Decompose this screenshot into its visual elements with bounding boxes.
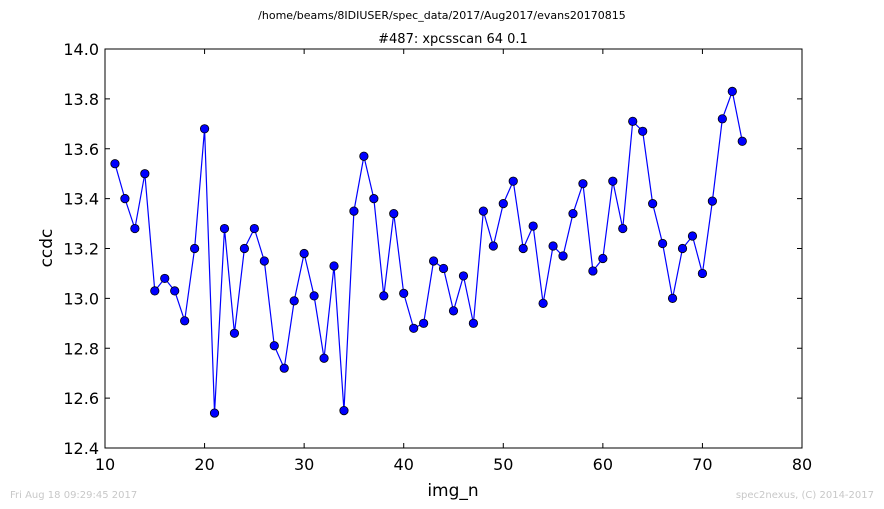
data-point (518, 243, 528, 254)
x-tick-label: 70 (692, 455, 712, 474)
data-point (628, 116, 638, 126)
x-axis-label: img_n (427, 481, 478, 501)
data-point (468, 318, 479, 328)
data-point (319, 353, 329, 363)
y-tick-label: 12.4 (63, 439, 99, 458)
x-tick-label: 60 (593, 455, 613, 474)
data-point (558, 251, 568, 261)
footer-credit: spec2nexus, (C) 2014-2017 (735, 490, 874, 501)
data-point (508, 176, 518, 186)
data-point (419, 318, 429, 328)
data-point (737, 136, 747, 146)
data-point (170, 286, 180, 296)
data-point (309, 291, 319, 301)
data-point (269, 341, 279, 351)
y-axis-label: ccdc (37, 229, 57, 268)
y-tick-label: 13.6 (63, 140, 99, 159)
data-point (488, 241, 498, 251)
data-point (677, 243, 688, 254)
y-tick-label: 13.2 (63, 240, 99, 259)
data-point (667, 293, 678, 303)
x-tick-label: 20 (194, 455, 214, 474)
footer-timestamp: Fri Aug 18 09:29:45 2017 (10, 490, 138, 501)
data-point (588, 266, 598, 276)
data-point (229, 328, 240, 338)
data-point (458, 271, 469, 281)
data-point (438, 263, 449, 274)
y-tick-label: 12.6 (63, 389, 99, 408)
data-point (369, 194, 379, 204)
data-point (160, 273, 170, 284)
data-point (259, 256, 269, 266)
data-point (239, 243, 249, 254)
data-point (399, 288, 409, 298)
data-point (538, 298, 548, 308)
data-point (717, 114, 727, 124)
axis-ticks (104, 48, 803, 449)
chart-title: #487: xpcsscan 64 0.1 (378, 32, 528, 47)
data-point (409, 323, 419, 333)
data-point (329, 261, 339, 271)
data-point (199, 124, 210, 134)
data-point (687, 231, 698, 241)
data-point (299, 248, 309, 259)
data-point (528, 221, 538, 231)
data-point (648, 199, 658, 209)
x-tick-label: 40 (394, 455, 414, 474)
data-point (568, 208, 578, 219)
data-point (289, 296, 299, 306)
data-point (339, 405, 349, 416)
chart-suptitle: /home/beams/8IDIUSER/spec_data/2017/Aug2… (258, 9, 626, 22)
data-point (180, 316, 190, 326)
data-point (120, 194, 130, 204)
data-point (249, 223, 259, 234)
data-point (498, 199, 508, 209)
data-point (110, 159, 120, 169)
data-point (389, 208, 399, 219)
data-point (190, 243, 200, 254)
data-point (428, 256, 439, 266)
data-point (548, 241, 558, 251)
x-tick-label: 10 (95, 455, 115, 474)
data-point (727, 86, 737, 96)
data-point (209, 408, 220, 418)
series-markers (110, 86, 747, 418)
y-tick-label: 13.4 (63, 190, 99, 209)
data-point (598, 253, 608, 264)
data-point (130, 223, 140, 234)
series-line (114, 89, 743, 414)
x-tick-label: 80 (792, 455, 812, 474)
x-tick-label: 50 (493, 455, 513, 474)
data-point (638, 126, 648, 136)
y-tick-label: 13.8 (63, 90, 99, 109)
data-point (478, 206, 488, 216)
data-point (140, 169, 150, 179)
data-point (219, 223, 230, 234)
x-tick-label: 30 (294, 455, 314, 474)
data-point (448, 306, 459, 316)
data-point (150, 286, 160, 296)
data-point (608, 176, 618, 186)
y-tick-label: 14.0 (63, 40, 99, 59)
data-point (697, 268, 708, 279)
data-point (379, 291, 389, 301)
data-point (618, 223, 628, 234)
data-point (657, 238, 668, 249)
axis-tick-labels: 10 20 30 40 50 60 70 80 12.4 12.6 12.8 13.0 13.2 13.4… (63, 40, 812, 474)
data-point (578, 179, 588, 189)
plot-area (104, 48, 803, 449)
y-tick-label: 13.0 (63, 289, 99, 308)
data-point (349, 206, 359, 216)
data-point (279, 363, 289, 373)
data-point (359, 151, 369, 161)
data-point (707, 196, 717, 206)
y-tick-label: 12.8 (63, 339, 99, 358)
